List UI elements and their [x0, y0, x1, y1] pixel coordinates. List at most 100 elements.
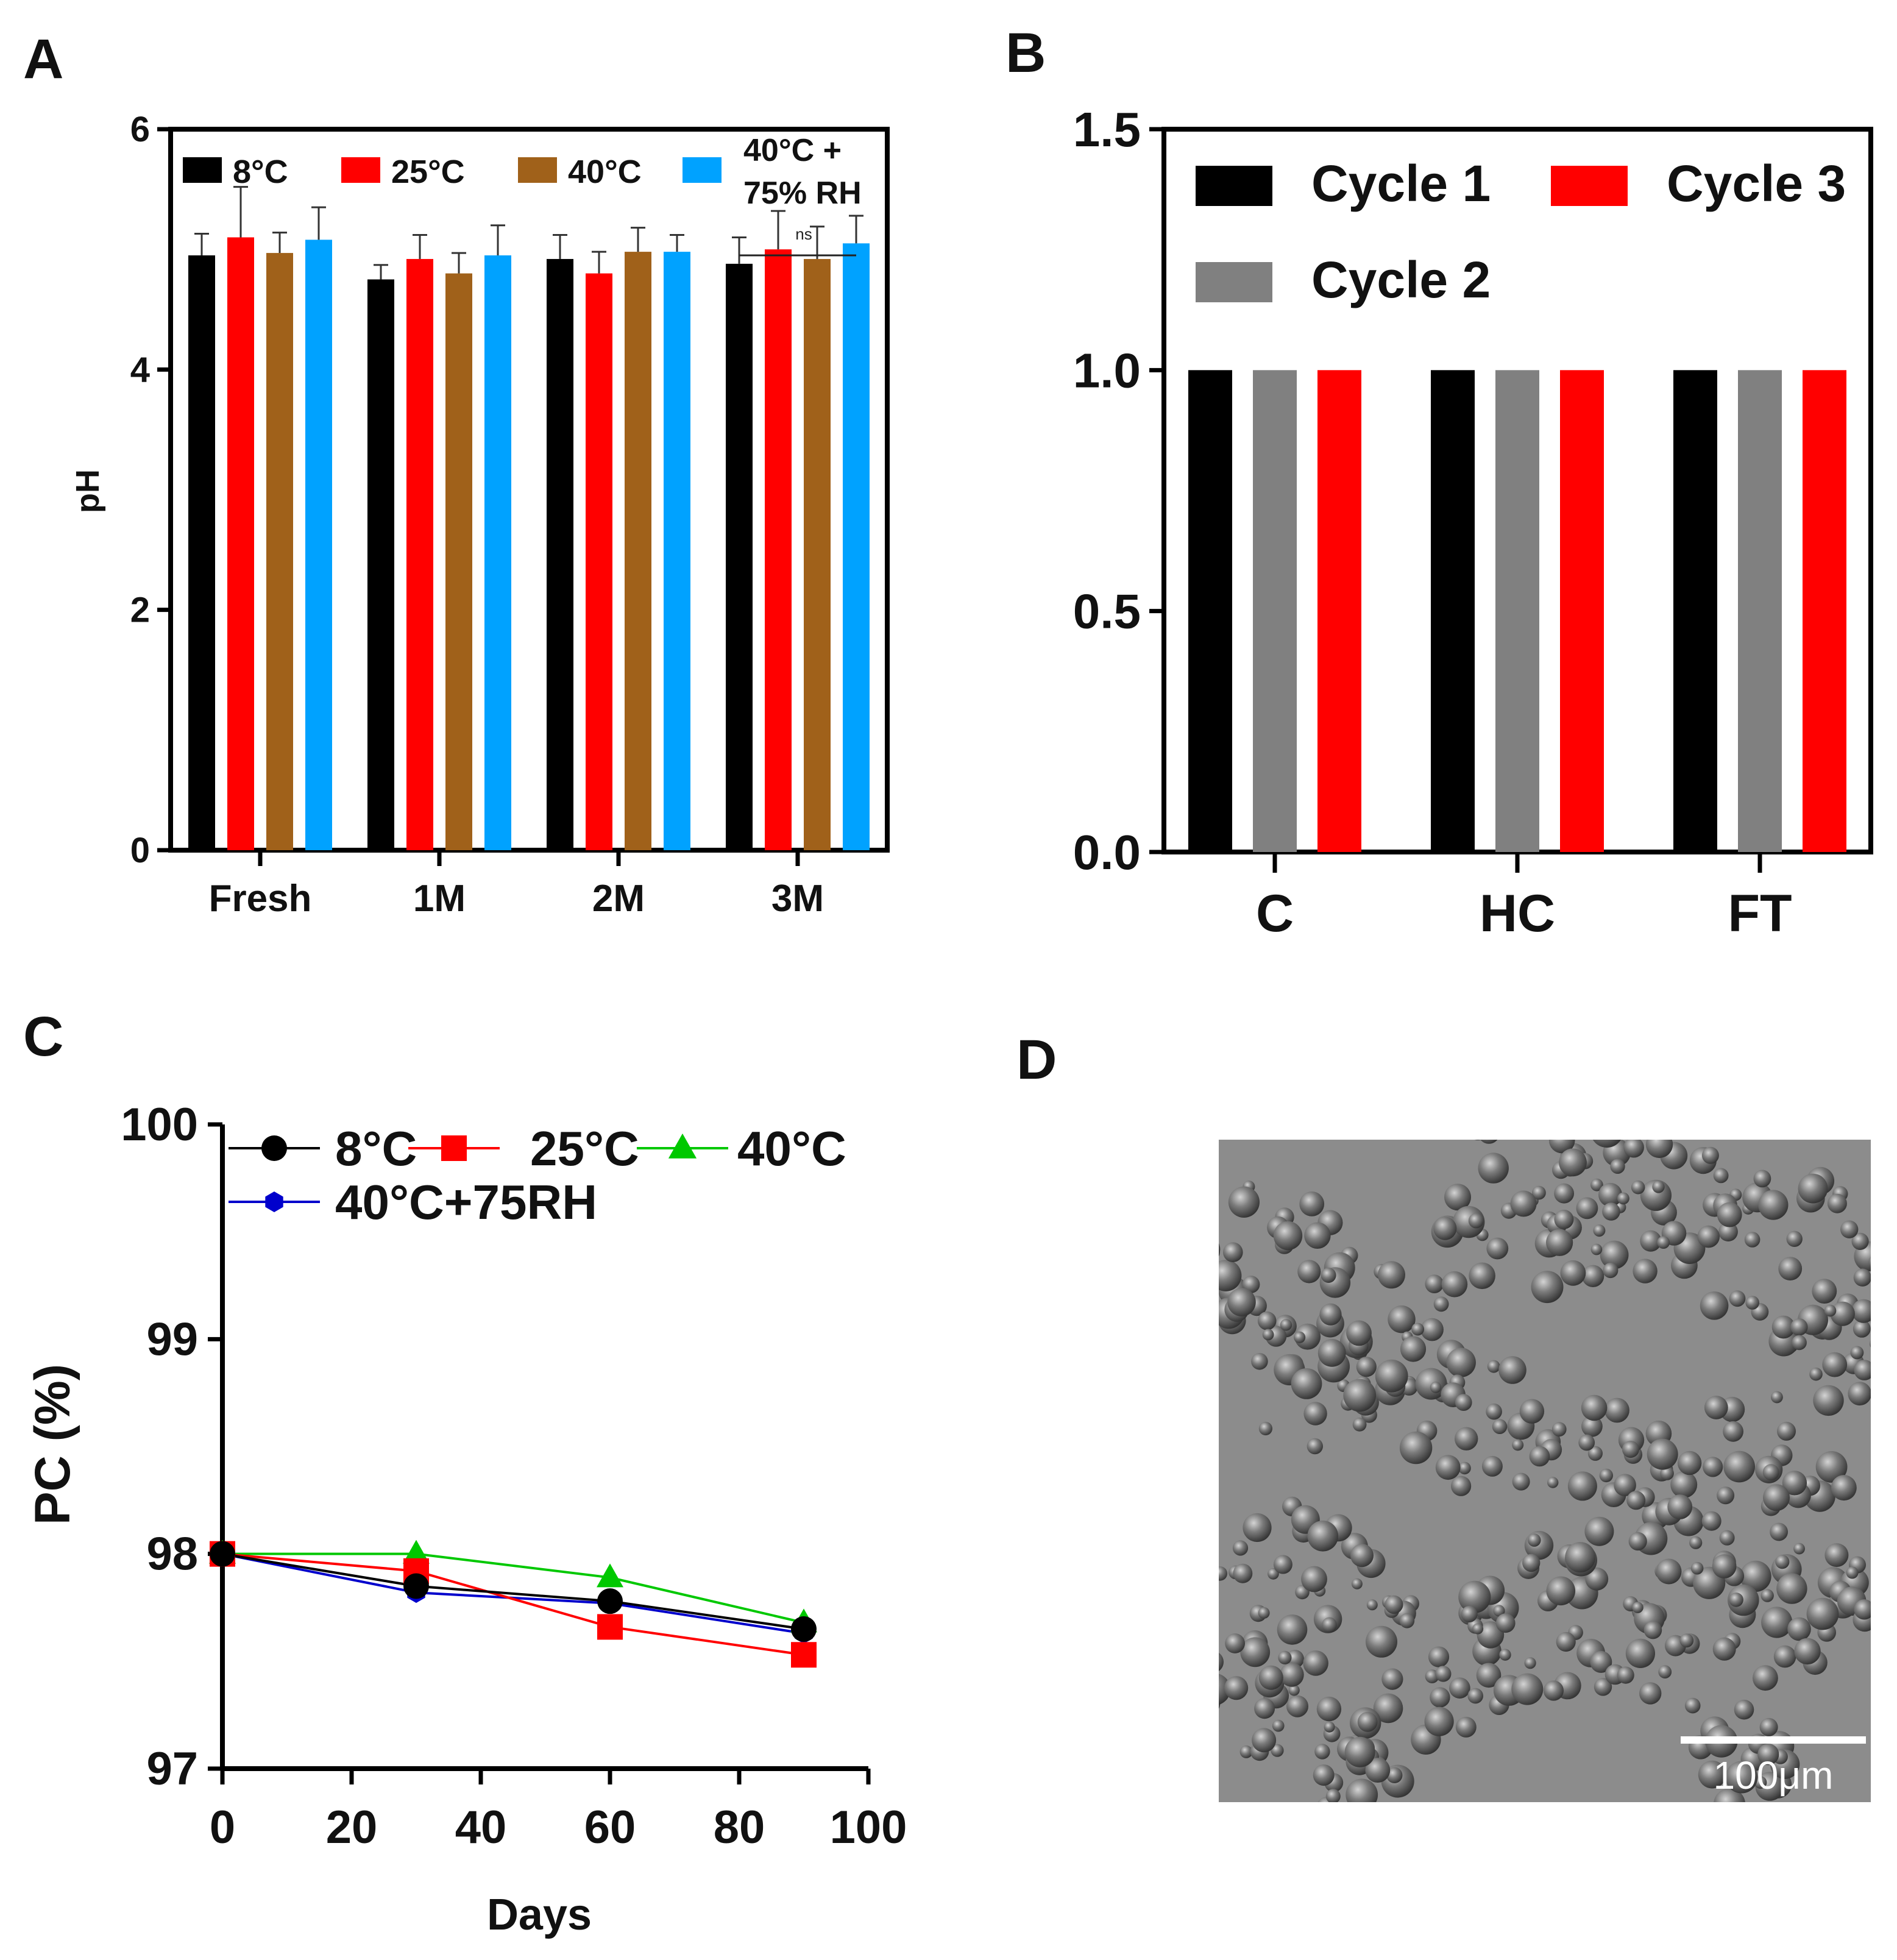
chart-a-bar [547, 258, 573, 850]
droplet [1773, 1645, 1796, 1668]
chart-a-bar [445, 273, 472, 851]
droplet [1846, 1566, 1859, 1579]
micrograph-droplets [1187, 1102, 1871, 1802]
droplet [1258, 1421, 1272, 1436]
droplet [1745, 1296, 1759, 1310]
chart-c-point [791, 1642, 817, 1668]
droplet [1303, 1650, 1328, 1676]
droplet [1758, 1190, 1789, 1220]
droplet [1632, 1602, 1643, 1613]
droplet [1550, 1102, 1574, 1126]
chart-b-bar [1317, 370, 1361, 852]
droplet [1565, 1542, 1596, 1573]
chart-c-legend-marker [668, 1133, 697, 1159]
droplet [1761, 1607, 1793, 1638]
droplet [1435, 1455, 1461, 1480]
droplet [1585, 1567, 1609, 1591]
chart-c-legend-marker [441, 1135, 467, 1161]
droplet [1219, 1697, 1221, 1709]
droplet [1324, 1721, 1335, 1733]
droplet [1219, 1566, 1227, 1581]
droplet [1316, 1696, 1342, 1722]
chart-a-bar [804, 258, 831, 850]
chart-a-xtick-label: 3M [771, 878, 824, 920]
chart-a-bar [266, 253, 293, 850]
droplet [1424, 1706, 1454, 1736]
droplet [1703, 1457, 1723, 1477]
chart-a-legend-swatch [341, 157, 380, 183]
droplet [1617, 1666, 1634, 1684]
droplet [1307, 1521, 1339, 1552]
droplet [1386, 1767, 1403, 1783]
droplet [1854, 1599, 1871, 1620]
droplet [1824, 1304, 1837, 1317]
droplet [1262, 1329, 1274, 1341]
chart-c-point [791, 1616, 817, 1642]
droplet [1357, 1711, 1378, 1732]
chart-a-ns-label: ns [795, 225, 812, 243]
chart-c-series-line [222, 1552, 804, 1624]
droplet [1385, 1595, 1403, 1614]
droplet [1639, 1682, 1662, 1705]
chart-c-point [210, 1541, 235, 1567]
droplet [1498, 1356, 1526, 1384]
droplet [1684, 1697, 1701, 1714]
droplet [1449, 1677, 1470, 1699]
chart-c-legend-label: 40°C+75RH [335, 1175, 597, 1229]
chart-b-legend-swatch [1551, 166, 1628, 206]
droplet [1622, 1441, 1639, 1458]
chart-c-series-line [222, 1552, 804, 1656]
droplet [1411, 1323, 1425, 1336]
droplet [1853, 1268, 1871, 1287]
droplet [1399, 1613, 1415, 1628]
droplet [1633, 1259, 1658, 1284]
droplet [1458, 1461, 1471, 1475]
panel-letter-c: C [23, 1006, 63, 1068]
droplet [1712, 1637, 1736, 1661]
chart-b-xtick-label: FT [1728, 884, 1792, 943]
droplet [1809, 1367, 1823, 1381]
droplet [1546, 1229, 1573, 1256]
droplet [1853, 1319, 1871, 1338]
droplet [1704, 1396, 1728, 1419]
chart-a-bar [625, 252, 651, 850]
droplet [1529, 1446, 1550, 1467]
droplet [1291, 1368, 1322, 1399]
droplet [1366, 1599, 1378, 1611]
chart-b-bar [1803, 370, 1846, 852]
droplet [1554, 1209, 1574, 1229]
droplet [1763, 1484, 1790, 1511]
chart-a-bar [484, 255, 511, 850]
droplet [1806, 1597, 1839, 1630]
chart-c-xtick-label: 40 [455, 1802, 507, 1853]
droplet [1344, 1736, 1375, 1767]
droplet [1187, 1224, 1212, 1249]
scale-bar-label: 100μm [1714, 1753, 1834, 1797]
droplet [1656, 1558, 1682, 1585]
droplet [1352, 1418, 1367, 1432]
droplet [1472, 1623, 1484, 1635]
droplet [1782, 1471, 1807, 1496]
droplet [1600, 1240, 1629, 1269]
droplet [1239, 1745, 1253, 1758]
chart-c-point [597, 1563, 623, 1588]
droplet [1593, 1224, 1606, 1237]
droplet [1700, 1291, 1729, 1320]
droplet [1321, 1268, 1336, 1283]
chart-a-xtick-label: 1M [413, 878, 466, 920]
droplet [1511, 1673, 1544, 1705]
droplet [1771, 1315, 1795, 1339]
droplet [1304, 1222, 1331, 1249]
droplet [1868, 1257, 1871, 1268]
droplet [1351, 1578, 1363, 1589]
droplet [1243, 1513, 1272, 1543]
droplet [1251, 1353, 1268, 1370]
droplet [1343, 1379, 1377, 1412]
panel-letter-d: D [1016, 1029, 1057, 1091]
droplet [1191, 1661, 1202, 1672]
droplet [1487, 1360, 1500, 1373]
droplet [1510, 1190, 1537, 1217]
chart-b-legend-label: Cycle 3 [1667, 155, 1846, 212]
droplet [1319, 1303, 1342, 1326]
droplet [1798, 1173, 1828, 1204]
